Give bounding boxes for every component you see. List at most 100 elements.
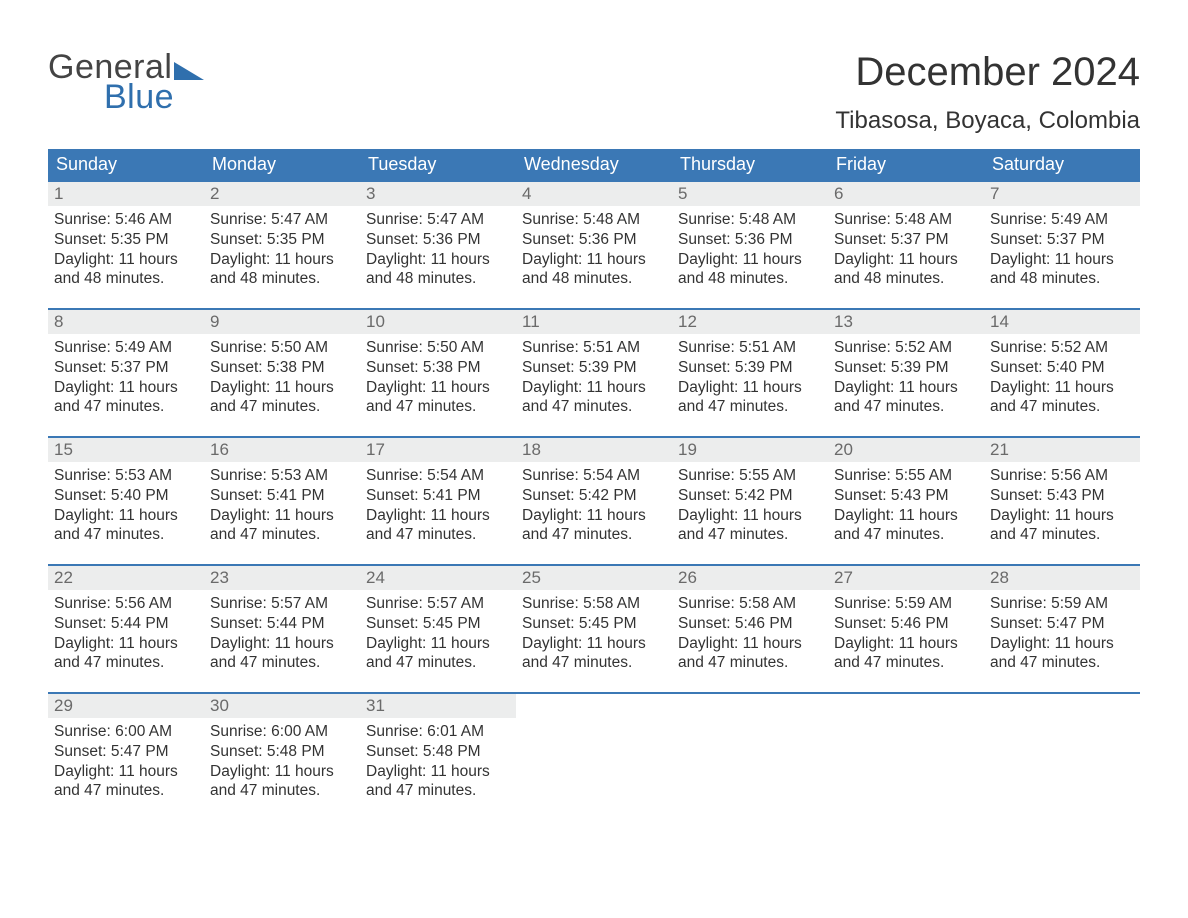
day-cell: 12Sunrise: 5:51 AMSunset: 5:39 PMDayligh… xyxy=(672,310,828,436)
day-sunrise: Sunrise: 5:55 AM xyxy=(834,466,978,486)
day-sunset: Sunset: 5:39 PM xyxy=(834,358,978,378)
day-dl1: Daylight: 11 hours xyxy=(366,634,510,654)
day-body: Sunrise: 5:53 AMSunset: 5:40 PMDaylight:… xyxy=(48,462,204,557)
day-sunset: Sunset: 5:39 PM xyxy=(678,358,822,378)
day-cell: 19Sunrise: 5:55 AMSunset: 5:42 PMDayligh… xyxy=(672,438,828,564)
day-dl2: and 47 minutes. xyxy=(834,525,978,545)
day-dl2: and 48 minutes. xyxy=(522,269,666,289)
day-dl1: Daylight: 11 hours xyxy=(54,250,198,270)
day-dl1: Daylight: 11 hours xyxy=(522,506,666,526)
day-cell: 17Sunrise: 5:54 AMSunset: 5:41 PMDayligh… xyxy=(360,438,516,564)
day-body: Sunrise: 5:51 AMSunset: 5:39 PMDaylight:… xyxy=(516,334,672,429)
day-dl1: Daylight: 11 hours xyxy=(678,378,822,398)
day-cell: 15Sunrise: 5:53 AMSunset: 5:40 PMDayligh… xyxy=(48,438,204,564)
day-sunrise: Sunrise: 5:53 AM xyxy=(54,466,198,486)
day-cell: 4Sunrise: 5:48 AMSunset: 5:36 PMDaylight… xyxy=(516,182,672,308)
day-number: 6 xyxy=(828,182,984,206)
day-cell: 5Sunrise: 5:48 AMSunset: 5:36 PMDaylight… xyxy=(672,182,828,308)
day-cell: 16Sunrise: 5:53 AMSunset: 5:41 PMDayligh… xyxy=(204,438,360,564)
day-header: Saturday xyxy=(984,149,1140,180)
day-sunrise: Sunrise: 5:55 AM xyxy=(678,466,822,486)
day-sunset: Sunset: 5:40 PM xyxy=(990,358,1134,378)
day-dl2: and 47 minutes. xyxy=(54,781,198,801)
day-sunrise: Sunrise: 5:56 AM xyxy=(990,466,1134,486)
day-cell: 7Sunrise: 5:49 AMSunset: 5:37 PMDaylight… xyxy=(984,182,1140,308)
day-cell: 23Sunrise: 5:57 AMSunset: 5:44 PMDayligh… xyxy=(204,566,360,692)
day-sunrise: Sunrise: 5:52 AM xyxy=(990,338,1134,358)
day-dl2: and 47 minutes. xyxy=(834,653,978,673)
day-dl1: Daylight: 11 hours xyxy=(522,634,666,654)
day-dl2: and 48 minutes. xyxy=(990,269,1134,289)
day-sunrise: Sunrise: 5:50 AM xyxy=(210,338,354,358)
day-sunrise: Sunrise: 5:51 AM xyxy=(522,338,666,358)
day-body: Sunrise: 5:51 AMSunset: 5:39 PMDaylight:… xyxy=(672,334,828,429)
day-sunset: Sunset: 5:38 PM xyxy=(210,358,354,378)
day-dl1: Daylight: 11 hours xyxy=(990,634,1134,654)
day-cell: 11Sunrise: 5:51 AMSunset: 5:39 PMDayligh… xyxy=(516,310,672,436)
day-sunset: Sunset: 5:35 PM xyxy=(54,230,198,250)
day-sunset: Sunset: 5:39 PM xyxy=(522,358,666,378)
day-dl1: Daylight: 11 hours xyxy=(990,378,1134,398)
day-dl1: Daylight: 11 hours xyxy=(366,506,510,526)
day-dl1: Daylight: 11 hours xyxy=(990,250,1134,270)
weeks-container: 1Sunrise: 5:46 AMSunset: 5:35 PMDaylight… xyxy=(48,180,1140,820)
day-sunset: Sunset: 5:36 PM xyxy=(366,230,510,250)
title-block: December 2024 Tibasosa, Boyaca, Colombia xyxy=(835,50,1140,135)
day-dl2: and 47 minutes. xyxy=(54,397,198,417)
day-number: 5 xyxy=(672,182,828,206)
month-title: December 2024 xyxy=(835,50,1140,95)
day-number: 10 xyxy=(360,310,516,334)
day-sunset: Sunset: 5:47 PM xyxy=(54,742,198,762)
day-sunrise: Sunrise: 5:57 AM xyxy=(366,594,510,614)
week-row: 8Sunrise: 5:49 AMSunset: 5:37 PMDaylight… xyxy=(48,308,1140,436)
day-cell: 13Sunrise: 5:52 AMSunset: 5:39 PMDayligh… xyxy=(828,310,984,436)
day-number: 3 xyxy=(360,182,516,206)
day-dl1: Daylight: 11 hours xyxy=(990,506,1134,526)
day-dl1: Daylight: 11 hours xyxy=(834,378,978,398)
day-sunrise: Sunrise: 5:50 AM xyxy=(366,338,510,358)
day-number: 23 xyxy=(204,566,360,590)
day-dl2: and 47 minutes. xyxy=(990,653,1134,673)
day-body: Sunrise: 5:55 AMSunset: 5:43 PMDaylight:… xyxy=(828,462,984,557)
day-dl1: Daylight: 11 hours xyxy=(834,250,978,270)
day-cell: 22Sunrise: 5:56 AMSunset: 5:44 PMDayligh… xyxy=(48,566,204,692)
day-sunset: Sunset: 5:43 PM xyxy=(990,486,1134,506)
day-body: Sunrise: 5:48 AMSunset: 5:36 PMDaylight:… xyxy=(516,206,672,301)
day-cell: 31Sunrise: 6:01 AMSunset: 5:48 PMDayligh… xyxy=(360,694,516,820)
day-body: Sunrise: 5:58 AMSunset: 5:45 PMDaylight:… xyxy=(516,590,672,685)
day-number: 13 xyxy=(828,310,984,334)
day-number: 30 xyxy=(204,694,360,718)
day-dl1: Daylight: 11 hours xyxy=(210,506,354,526)
day-dl1: Daylight: 11 hours xyxy=(366,250,510,270)
day-sunrise: Sunrise: 5:58 AM xyxy=(678,594,822,614)
day-number xyxy=(828,694,984,698)
day-body: Sunrise: 5:50 AMSunset: 5:38 PMDaylight:… xyxy=(204,334,360,429)
day-sunset: Sunset: 5:44 PM xyxy=(210,614,354,634)
day-number: 31 xyxy=(360,694,516,718)
location-text: Tibasosa, Boyaca, Colombia xyxy=(835,107,1140,135)
day-dl2: and 47 minutes. xyxy=(678,397,822,417)
day-sunset: Sunset: 5:45 PM xyxy=(366,614,510,634)
day-dl1: Daylight: 11 hours xyxy=(210,762,354,782)
day-sunset: Sunset: 5:36 PM xyxy=(522,230,666,250)
day-sunset: Sunset: 5:48 PM xyxy=(210,742,354,762)
day-dl1: Daylight: 11 hours xyxy=(522,378,666,398)
day-cell: 26Sunrise: 5:58 AMSunset: 5:46 PMDayligh… xyxy=(672,566,828,692)
day-cell xyxy=(828,694,984,820)
week-row: 29Sunrise: 6:00 AMSunset: 5:47 PMDayligh… xyxy=(48,692,1140,820)
day-header: Friday xyxy=(828,149,984,180)
day-body: Sunrise: 5:47 AMSunset: 5:35 PMDaylight:… xyxy=(204,206,360,301)
day-number: 8 xyxy=(48,310,204,334)
day-number: 15 xyxy=(48,438,204,462)
day-sunset: Sunset: 5:47 PM xyxy=(990,614,1134,634)
day-sunset: Sunset: 5:43 PM xyxy=(834,486,978,506)
day-dl1: Daylight: 11 hours xyxy=(366,762,510,782)
day-sunset: Sunset: 5:37 PM xyxy=(834,230,978,250)
day-body: Sunrise: 5:58 AMSunset: 5:46 PMDaylight:… xyxy=(672,590,828,685)
day-dl2: and 48 minutes. xyxy=(834,269,978,289)
day-dl1: Daylight: 11 hours xyxy=(54,378,198,398)
day-sunset: Sunset: 5:38 PM xyxy=(366,358,510,378)
day-cell: 6Sunrise: 5:48 AMSunset: 5:37 PMDaylight… xyxy=(828,182,984,308)
day-number: 2 xyxy=(204,182,360,206)
day-header: Thursday xyxy=(672,149,828,180)
